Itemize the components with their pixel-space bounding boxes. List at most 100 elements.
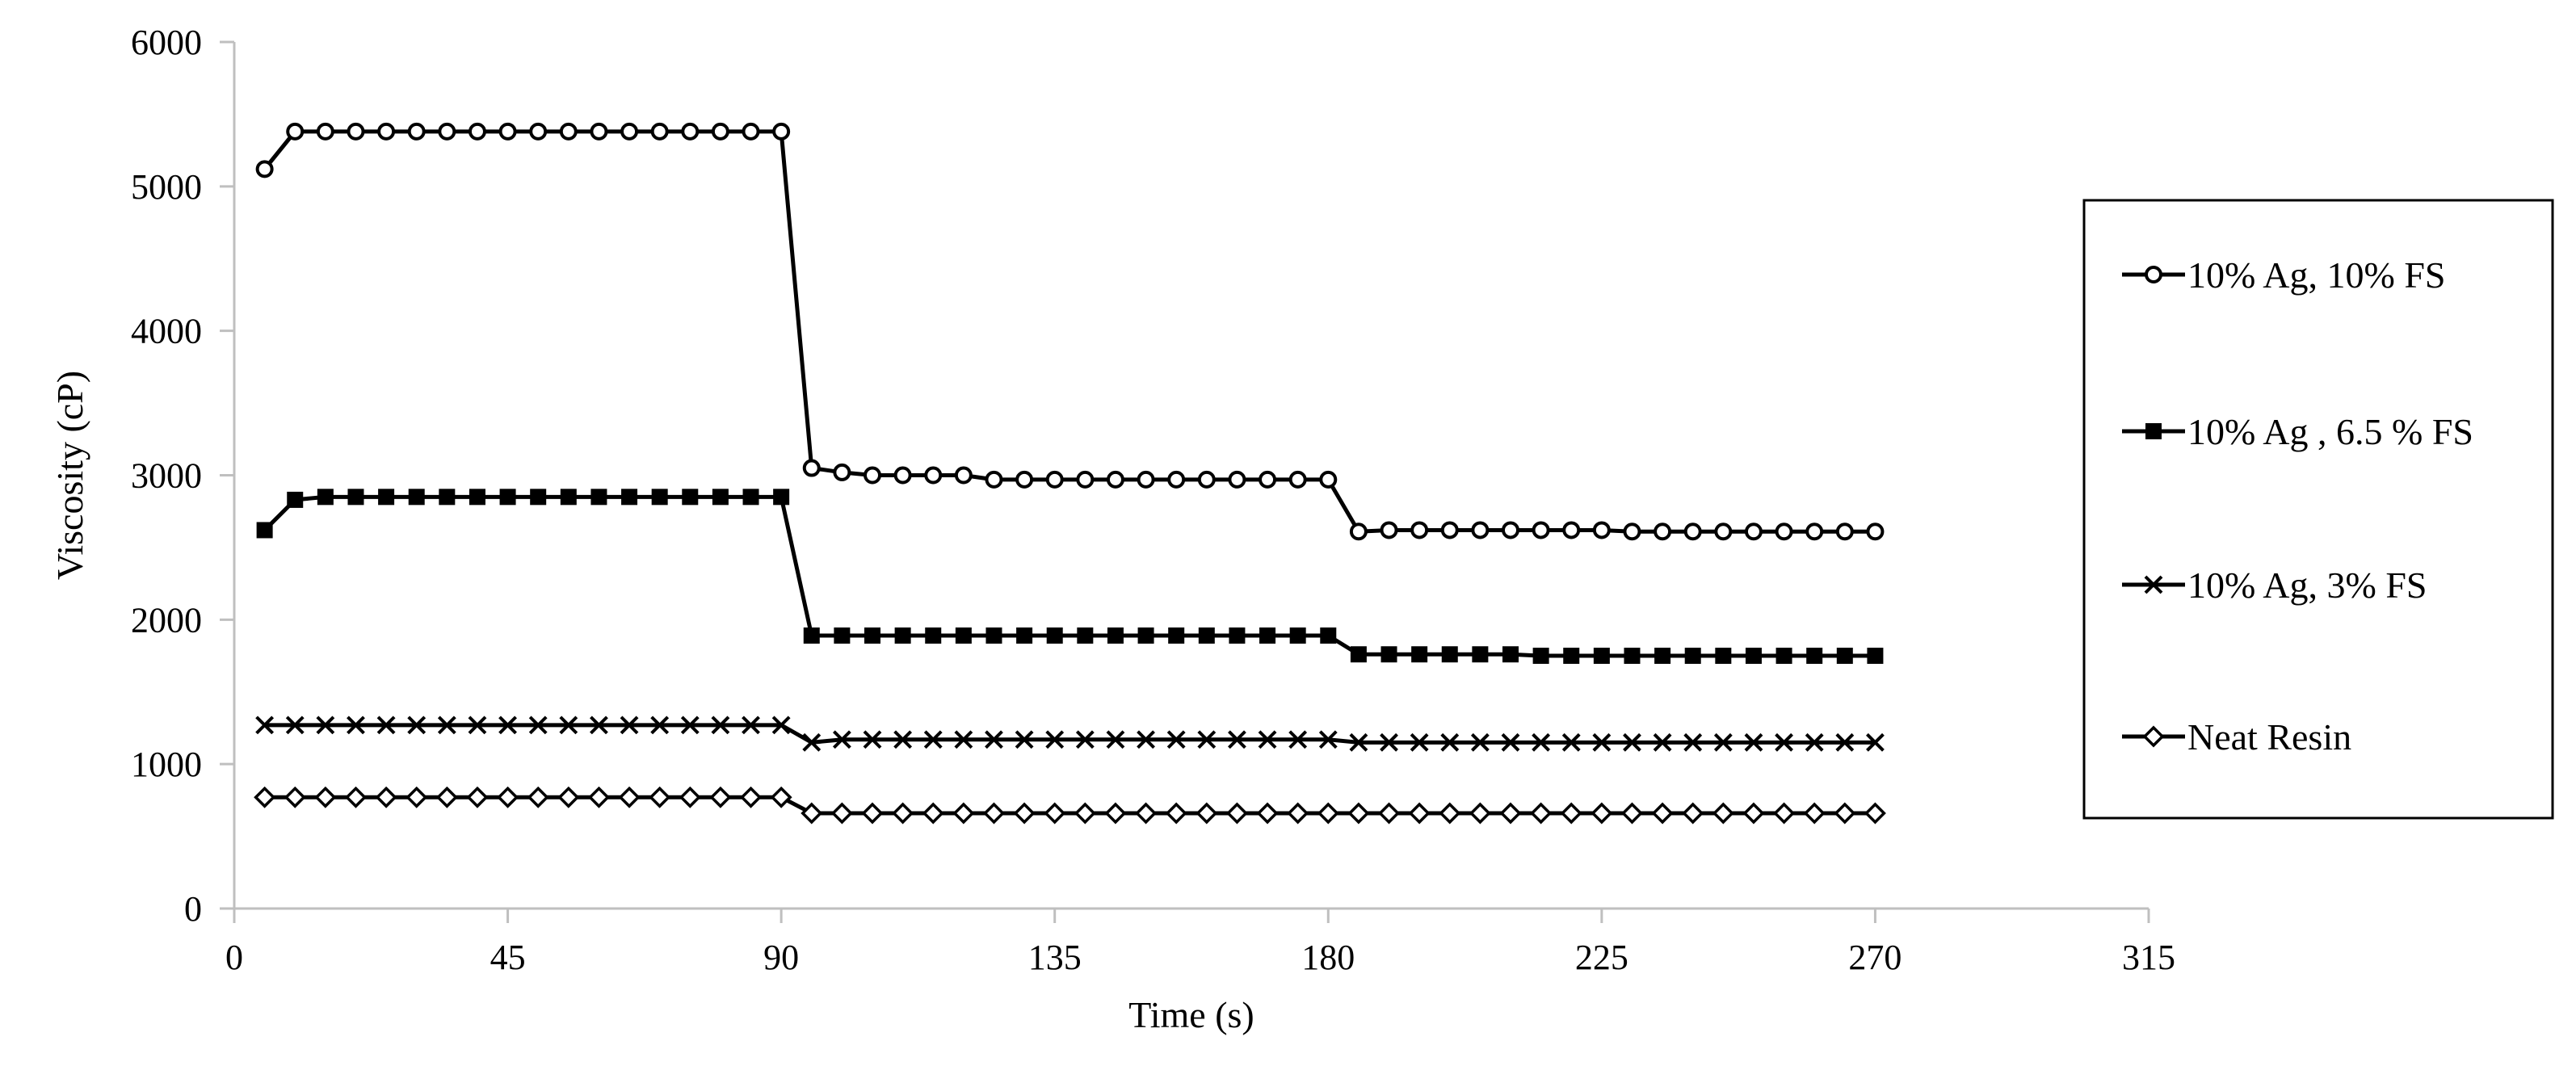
data-point <box>1592 521 1611 539</box>
data-point <box>1380 521 1398 539</box>
data-point <box>892 802 914 825</box>
data-point <box>1683 523 1702 541</box>
data-point <box>498 122 517 141</box>
data-point <box>587 786 610 808</box>
data-point <box>925 627 942 644</box>
legend-marker <box>2144 575 2163 594</box>
data-point <box>620 716 639 735</box>
data-point <box>1166 730 1186 749</box>
axes: 0 1000 2000 3000 4000 5000 6000 0 45 90 135 180 225 2… <box>131 23 2175 977</box>
data-point <box>1472 646 1489 663</box>
data-point <box>316 122 334 141</box>
data-point <box>709 786 732 808</box>
data-point <box>559 122 578 141</box>
data-point <box>1225 802 1248 825</box>
data-point <box>529 122 548 141</box>
series-line <box>263 494 1876 658</box>
data-point <box>801 802 823 825</box>
data-point <box>1623 523 1641 541</box>
data-point <box>1532 732 1551 752</box>
data-point <box>254 786 276 808</box>
data-point <box>435 786 458 808</box>
y-tick-label: 1000 <box>131 745 202 784</box>
data-point <box>1712 802 1734 825</box>
data-point <box>740 786 762 808</box>
data-point <box>1806 648 1823 665</box>
data-point <box>1074 802 1096 825</box>
y-axis-title: Viscosity (cP) <box>49 371 90 580</box>
data-point <box>1499 802 1522 825</box>
data-point <box>528 716 548 735</box>
x-axis-title: Time (s) <box>1128 994 1254 1035</box>
data-point <box>378 489 395 506</box>
data-point <box>1259 470 1277 489</box>
data-point <box>864 627 880 644</box>
data-point <box>1288 470 1307 489</box>
data-point <box>1349 732 1368 752</box>
data-point <box>679 786 701 808</box>
data-point <box>1744 523 1763 541</box>
data-point <box>1347 802 1370 825</box>
data-point <box>1561 732 1581 752</box>
data-point <box>1714 523 1733 541</box>
data-point <box>347 489 364 506</box>
data-point <box>1016 627 1033 644</box>
data-point <box>407 122 426 141</box>
data-point <box>771 716 791 735</box>
data-point <box>1439 802 1461 825</box>
data-point <box>527 786 549 808</box>
data-point <box>1408 802 1431 825</box>
data-point <box>711 716 730 735</box>
data-point <box>1803 802 1826 825</box>
data-point <box>1682 802 1704 825</box>
data-point <box>983 802 1005 825</box>
data-point <box>1258 730 1277 749</box>
data-point <box>1196 802 1218 825</box>
data-point <box>530 489 547 506</box>
data-point <box>1137 730 1155 749</box>
data-point <box>1775 732 1793 752</box>
data-point <box>1502 646 1519 663</box>
data-point <box>1256 802 1279 825</box>
data-point <box>287 491 304 508</box>
data-point <box>439 489 456 506</box>
y-tick-label: 0 <box>184 889 202 929</box>
series-layer <box>254 122 1886 825</box>
data-point <box>1835 732 1855 752</box>
data-point <box>1044 802 1066 825</box>
data-point <box>1198 627 1215 644</box>
data-point <box>1805 732 1824 752</box>
legend-label: 10% Ag , 6.5 % FS <box>2187 411 2473 452</box>
data-point <box>621 489 638 506</box>
data-point <box>1502 521 1519 539</box>
data-point <box>1167 470 1186 489</box>
data-point <box>1350 646 1367 663</box>
data-point <box>680 716 700 735</box>
data-point <box>1469 802 1491 825</box>
data-point <box>985 627 1002 644</box>
data-point <box>1834 802 1856 825</box>
data-point <box>1742 802 1765 825</box>
data-point <box>1471 521 1490 539</box>
data-point <box>1836 648 1853 665</box>
data-point <box>1470 732 1490 752</box>
data-point <box>1684 648 1701 665</box>
data-point <box>894 627 911 644</box>
x-tick-label: 315 <box>2122 938 2175 977</box>
data-point <box>832 730 851 749</box>
data-point <box>590 489 607 506</box>
series-3 <box>254 786 1886 825</box>
data-point <box>285 716 305 735</box>
x-tick-label: 45 <box>490 938 526 977</box>
legend-entry: Neat Resin <box>2122 716 2351 758</box>
data-point <box>1318 730 1338 749</box>
data-point <box>1197 730 1217 749</box>
data-point <box>1229 627 1246 644</box>
data-point <box>830 802 853 825</box>
data-point <box>952 802 975 825</box>
data-point <box>1654 523 1672 541</box>
data-point <box>590 122 608 141</box>
legend-entry: 10% Ag, 3% FS <box>2122 564 2427 606</box>
data-point <box>1106 470 1124 489</box>
